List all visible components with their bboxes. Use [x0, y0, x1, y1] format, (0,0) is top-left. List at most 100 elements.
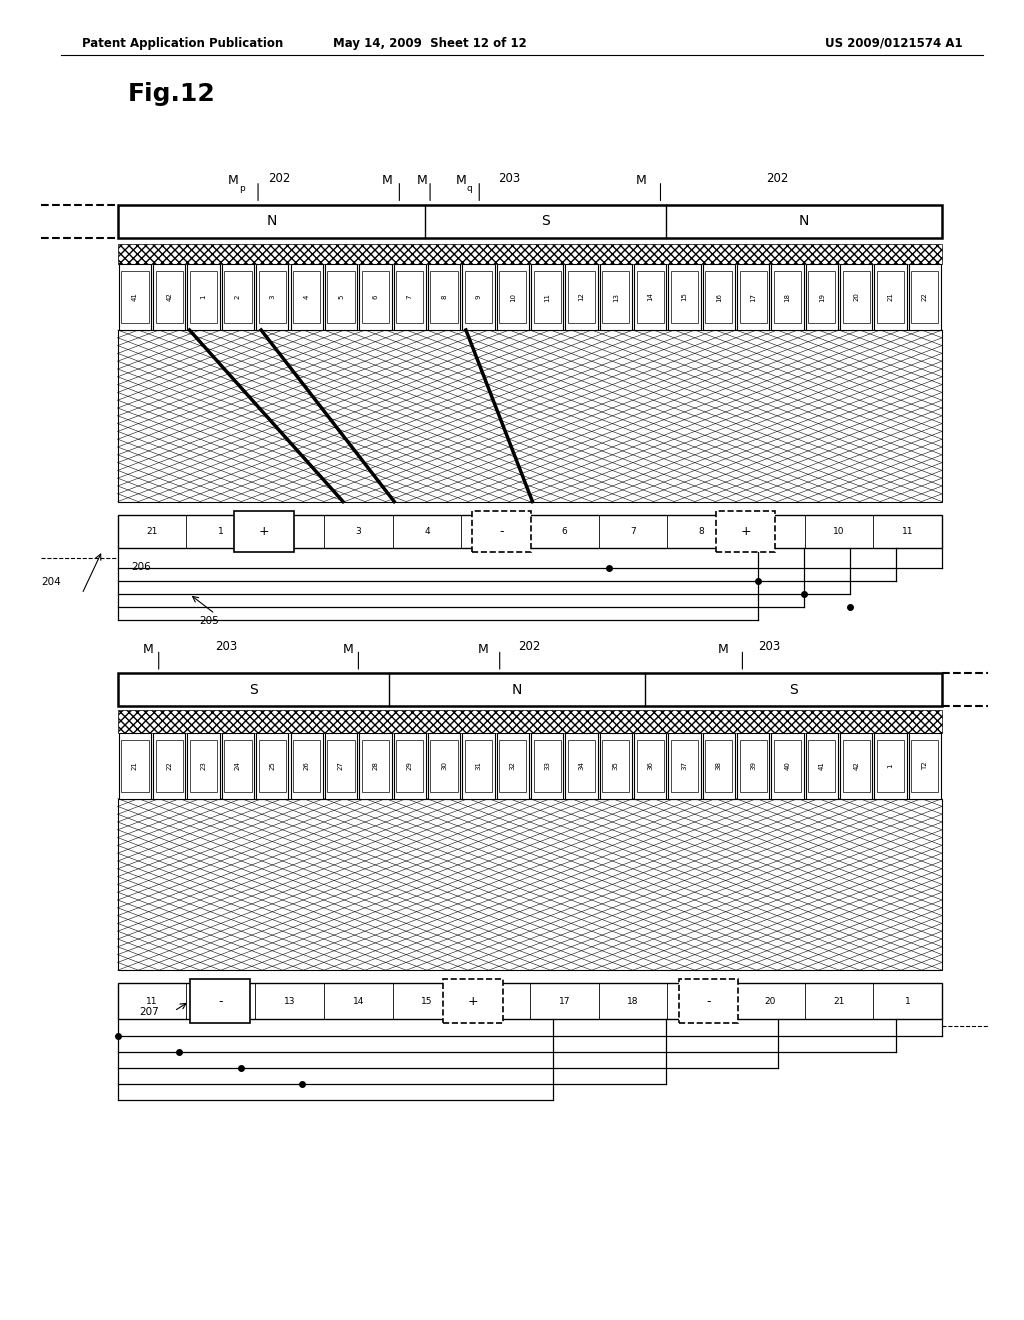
Bar: [190, 739, 217, 792]
Text: +: +: [259, 525, 269, 537]
Text: Patent Application Publication: Patent Application Publication: [82, 37, 284, 50]
Text: q: q: [467, 183, 473, 193]
Text: 5: 5: [493, 527, 499, 536]
Bar: [499, 739, 526, 792]
Text: 1: 1: [905, 997, 910, 1006]
Text: US 2009/0121574 A1: US 2009/0121574 A1: [825, 37, 963, 50]
Text: 1: 1: [218, 527, 223, 536]
Text: 3: 3: [269, 294, 275, 300]
Bar: [679, 979, 738, 1023]
Text: 42: 42: [853, 762, 859, 770]
Bar: [634, 264, 667, 330]
Bar: [634, 733, 667, 799]
Text: 206: 206: [131, 562, 151, 573]
Bar: [156, 271, 183, 323]
Text: 207: 207: [139, 1007, 159, 1018]
Bar: [325, 733, 357, 799]
Bar: [393, 733, 426, 799]
Text: 21: 21: [888, 293, 894, 301]
Text: 205: 205: [200, 616, 219, 627]
Bar: [119, 264, 152, 330]
Bar: [118, 799, 942, 970]
Bar: [119, 733, 152, 799]
Bar: [840, 733, 872, 799]
Bar: [187, 733, 220, 799]
Text: 15: 15: [682, 293, 687, 301]
Text: M: M: [636, 174, 646, 187]
Text: 29: 29: [407, 762, 413, 770]
Bar: [771, 264, 804, 330]
Bar: [671, 739, 698, 792]
Text: 8: 8: [441, 294, 447, 300]
Bar: [462, 264, 495, 330]
Text: 17: 17: [558, 997, 570, 1006]
Text: +: +: [468, 995, 478, 1007]
Text: M: M: [343, 643, 353, 656]
Bar: [328, 739, 354, 792]
Text: 22: 22: [922, 293, 928, 301]
Text: N: N: [266, 214, 276, 228]
Text: 12: 12: [579, 293, 585, 301]
Text: 11: 11: [544, 293, 550, 301]
Text: 17: 17: [751, 293, 756, 301]
Bar: [154, 733, 185, 799]
Bar: [877, 271, 904, 323]
Text: 36: 36: [647, 762, 653, 770]
Text: 204: 204: [41, 577, 60, 587]
Text: 1: 1: [201, 294, 207, 300]
Text: M: M: [143, 643, 154, 656]
Text: M: M: [718, 643, 728, 656]
Text: 22: 22: [166, 762, 172, 770]
Text: 4: 4: [304, 294, 309, 300]
Text: 4: 4: [424, 527, 430, 536]
Bar: [256, 264, 289, 330]
Bar: [224, 739, 252, 792]
Text: +: +: [740, 525, 751, 537]
Text: 11: 11: [902, 527, 913, 536]
Text: 40: 40: [784, 762, 791, 770]
Text: T2: T2: [922, 762, 928, 770]
Bar: [428, 733, 460, 799]
Bar: [465, 739, 492, 792]
Text: 16: 16: [716, 293, 722, 301]
Bar: [565, 733, 598, 799]
Text: -: -: [218, 995, 222, 1007]
Bar: [565, 264, 598, 330]
Text: 10: 10: [510, 293, 516, 301]
Bar: [118, 515, 942, 548]
Text: 11: 11: [146, 997, 158, 1006]
Bar: [808, 271, 836, 323]
Bar: [118, 710, 942, 733]
Text: 20: 20: [765, 997, 776, 1006]
Bar: [118, 244, 942, 264]
Text: 41: 41: [132, 293, 138, 301]
Bar: [637, 739, 664, 792]
Text: 19: 19: [696, 997, 708, 1006]
Bar: [430, 271, 458, 323]
Text: 34: 34: [579, 762, 585, 770]
Bar: [702, 733, 735, 799]
Text: 19: 19: [819, 293, 825, 301]
Bar: [600, 733, 632, 799]
Bar: [430, 739, 458, 792]
Bar: [293, 739, 321, 792]
Text: 203: 203: [215, 640, 238, 653]
Bar: [716, 511, 775, 552]
Bar: [118, 205, 942, 238]
Text: 13: 13: [284, 997, 295, 1006]
Bar: [911, 271, 939, 323]
Text: S: S: [249, 682, 258, 697]
Text: 25: 25: [269, 762, 275, 770]
Bar: [187, 264, 220, 330]
Text: 6: 6: [373, 294, 378, 300]
Bar: [497, 264, 529, 330]
Bar: [739, 271, 767, 323]
Bar: [531, 264, 563, 330]
Bar: [840, 264, 872, 330]
Bar: [908, 733, 941, 799]
Bar: [393, 264, 426, 330]
Text: 26: 26: [304, 762, 309, 770]
Bar: [224, 271, 252, 323]
Text: 37: 37: [682, 762, 687, 770]
Text: 16: 16: [489, 997, 502, 1006]
